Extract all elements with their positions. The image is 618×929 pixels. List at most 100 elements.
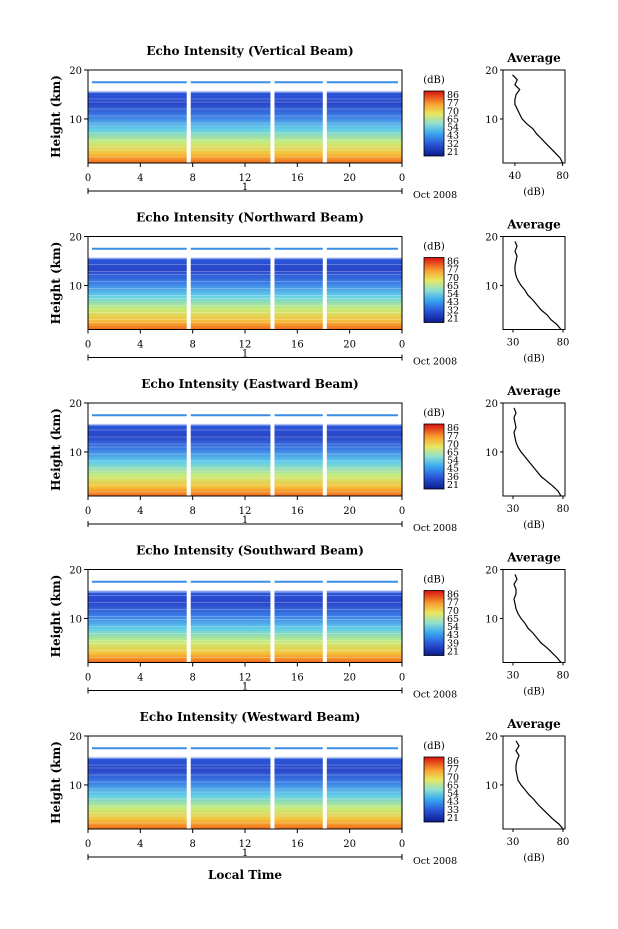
colorbar-label: 36 <box>447 472 459 483</box>
average-y-tick-label: 20 <box>485 566 498 577</box>
x-tick-label: 20 <box>343 340 356 351</box>
average-x-label: (dB) <box>523 853 545 864</box>
average-x-tick-label: 30 <box>507 504 520 515</box>
x-axis-label: Local Time <box>208 868 282 882</box>
colorbar-label: 43 <box>447 797 459 808</box>
colorbar-label: 21 <box>447 647 459 658</box>
average-x-tick-label: 40 <box>509 171 522 182</box>
panel-5: Echo Intensity (Westward Beam) 20 10 Height… <box>49 710 569 867</box>
colorbar <box>423 590 445 656</box>
y-tick-label: 20 <box>69 233 82 244</box>
colorbar-label: 86 <box>447 590 459 601</box>
colorbar-label: 77 <box>447 598 459 609</box>
colorbar-label: 65 <box>447 114 459 125</box>
x-tick-label: 8 <box>189 173 195 184</box>
panel-title: Echo Intensity (Northward Beam) <box>136 211 364 225</box>
x-tick-label: 0 <box>399 839 405 850</box>
x-tick-label: 20 <box>343 506 356 517</box>
date-label: Oct 2008 <box>413 856 457 867</box>
average-frame <box>502 236 566 330</box>
x-tick-label: 12 <box>239 340 252 351</box>
colorbar-label: 86 <box>447 90 459 101</box>
colorbar-label: 45 <box>447 464 459 475</box>
colorbar-label: 33 <box>447 805 459 816</box>
panel-2: Echo Intensity (Northward Beam)2010Heigh… <box>49 211 569 368</box>
colorbar-label: 21 <box>447 813 459 824</box>
average-frame <box>502 69 566 164</box>
colorbar-label: 43 <box>447 297 459 308</box>
colorbar-label: 86 <box>447 423 459 434</box>
x-tick-label: 12 <box>239 839 252 850</box>
date-label: Oct 2008 <box>413 523 457 534</box>
data-gap <box>186 569 191 663</box>
colorbar <box>423 423 445 490</box>
x-tick-label: 4 <box>137 673 143 684</box>
date-marker: 1 <box>242 515 248 526</box>
data-gap <box>322 569 327 663</box>
heatmap-field <box>88 403 402 496</box>
x-tick-label: 0 <box>85 173 91 184</box>
x-tick-label: 0 <box>399 340 405 351</box>
data-gap <box>270 403 275 496</box>
y-axis-label: Height (km) <box>49 575 63 658</box>
data-gap <box>270 236 275 330</box>
colorbar-label: 54 <box>447 456 459 467</box>
colorbar-unit: (dB) <box>423 741 445 752</box>
y-axis-label: Height (km) <box>49 741 63 824</box>
y-tick-label: 10 <box>69 281 82 292</box>
average-title: Average <box>506 51 561 65</box>
average-y-tick-label: 20 <box>485 732 498 743</box>
average-frame <box>502 735 566 830</box>
average-x-tick-label: 30 <box>507 338 520 349</box>
colorbar-label: 70 <box>447 273 459 284</box>
colorbar-label: 39 <box>447 638 459 649</box>
average-y-tick-label: 10 <box>485 281 498 292</box>
panel-title: Echo Intensity (Southward Beam) <box>136 544 364 558</box>
average-y-tick-label: 10 <box>485 448 498 459</box>
colorbar-unit: (dB) <box>423 575 445 586</box>
heatmap-field <box>88 70 402 163</box>
colorbar <box>423 756 445 823</box>
x-tick-label: 0 <box>399 673 405 684</box>
x-tick-label: 8 <box>189 839 195 850</box>
x-tick-label: 4 <box>137 839 143 850</box>
average-x-tick-label: 80 <box>556 171 569 182</box>
colorbar-label: 86 <box>447 257 459 268</box>
average-x-tick-label: 30 <box>507 837 520 848</box>
average-y-tick-label: 10 <box>485 614 498 625</box>
colorbar-label: 32 <box>447 139 459 150</box>
colorbar-label: 65 <box>447 614 459 625</box>
y-tick-label: 10 <box>69 448 82 459</box>
data-gap <box>270 736 275 829</box>
date-marker: 1 <box>242 349 248 360</box>
y-tick-label: 20 <box>69 66 82 77</box>
average-y-tick-label: 20 <box>485 399 498 410</box>
colorbar-unit: (dB) <box>423 408 445 419</box>
y-tick-label: 20 <box>69 399 82 410</box>
average-title: Average <box>506 551 561 565</box>
x-tick-label: 16 <box>291 839 304 850</box>
colorbar-label: 70 <box>447 772 459 783</box>
colorbar-label: 70 <box>447 106 459 117</box>
average-title: Average <box>506 218 561 232</box>
x-tick-label: 0 <box>85 506 91 517</box>
y-tick-label: 20 <box>69 566 82 577</box>
average-x-label: (dB) <box>523 187 545 198</box>
panel-title: Echo Intensity (Eastward Beam) <box>141 377 358 391</box>
average-y-tick-label: 10 <box>485 781 498 792</box>
colorbar-label: 21 <box>447 314 459 325</box>
panel-1: Echo Intensity (Vertical Beam)2010Height… <box>49 44 569 201</box>
average-profile-line <box>513 574 562 663</box>
average-frame <box>502 402 566 497</box>
colorbar-unit: (dB) <box>423 242 445 253</box>
colorbar-label: 86 <box>447 756 459 767</box>
x-tick-label: 0 <box>399 506 405 517</box>
x-tick-label: 12 <box>239 173 252 184</box>
average-x-label: (dB) <box>523 687 545 698</box>
panel-title: Echo Intensity (Westward Beam) <box>140 710 361 724</box>
average-y-tick-label: 10 <box>485 115 498 126</box>
average-x-tick-label: 80 <box>557 504 570 515</box>
average-x-tick-label: 30 <box>507 671 520 682</box>
data-gap <box>322 70 327 163</box>
